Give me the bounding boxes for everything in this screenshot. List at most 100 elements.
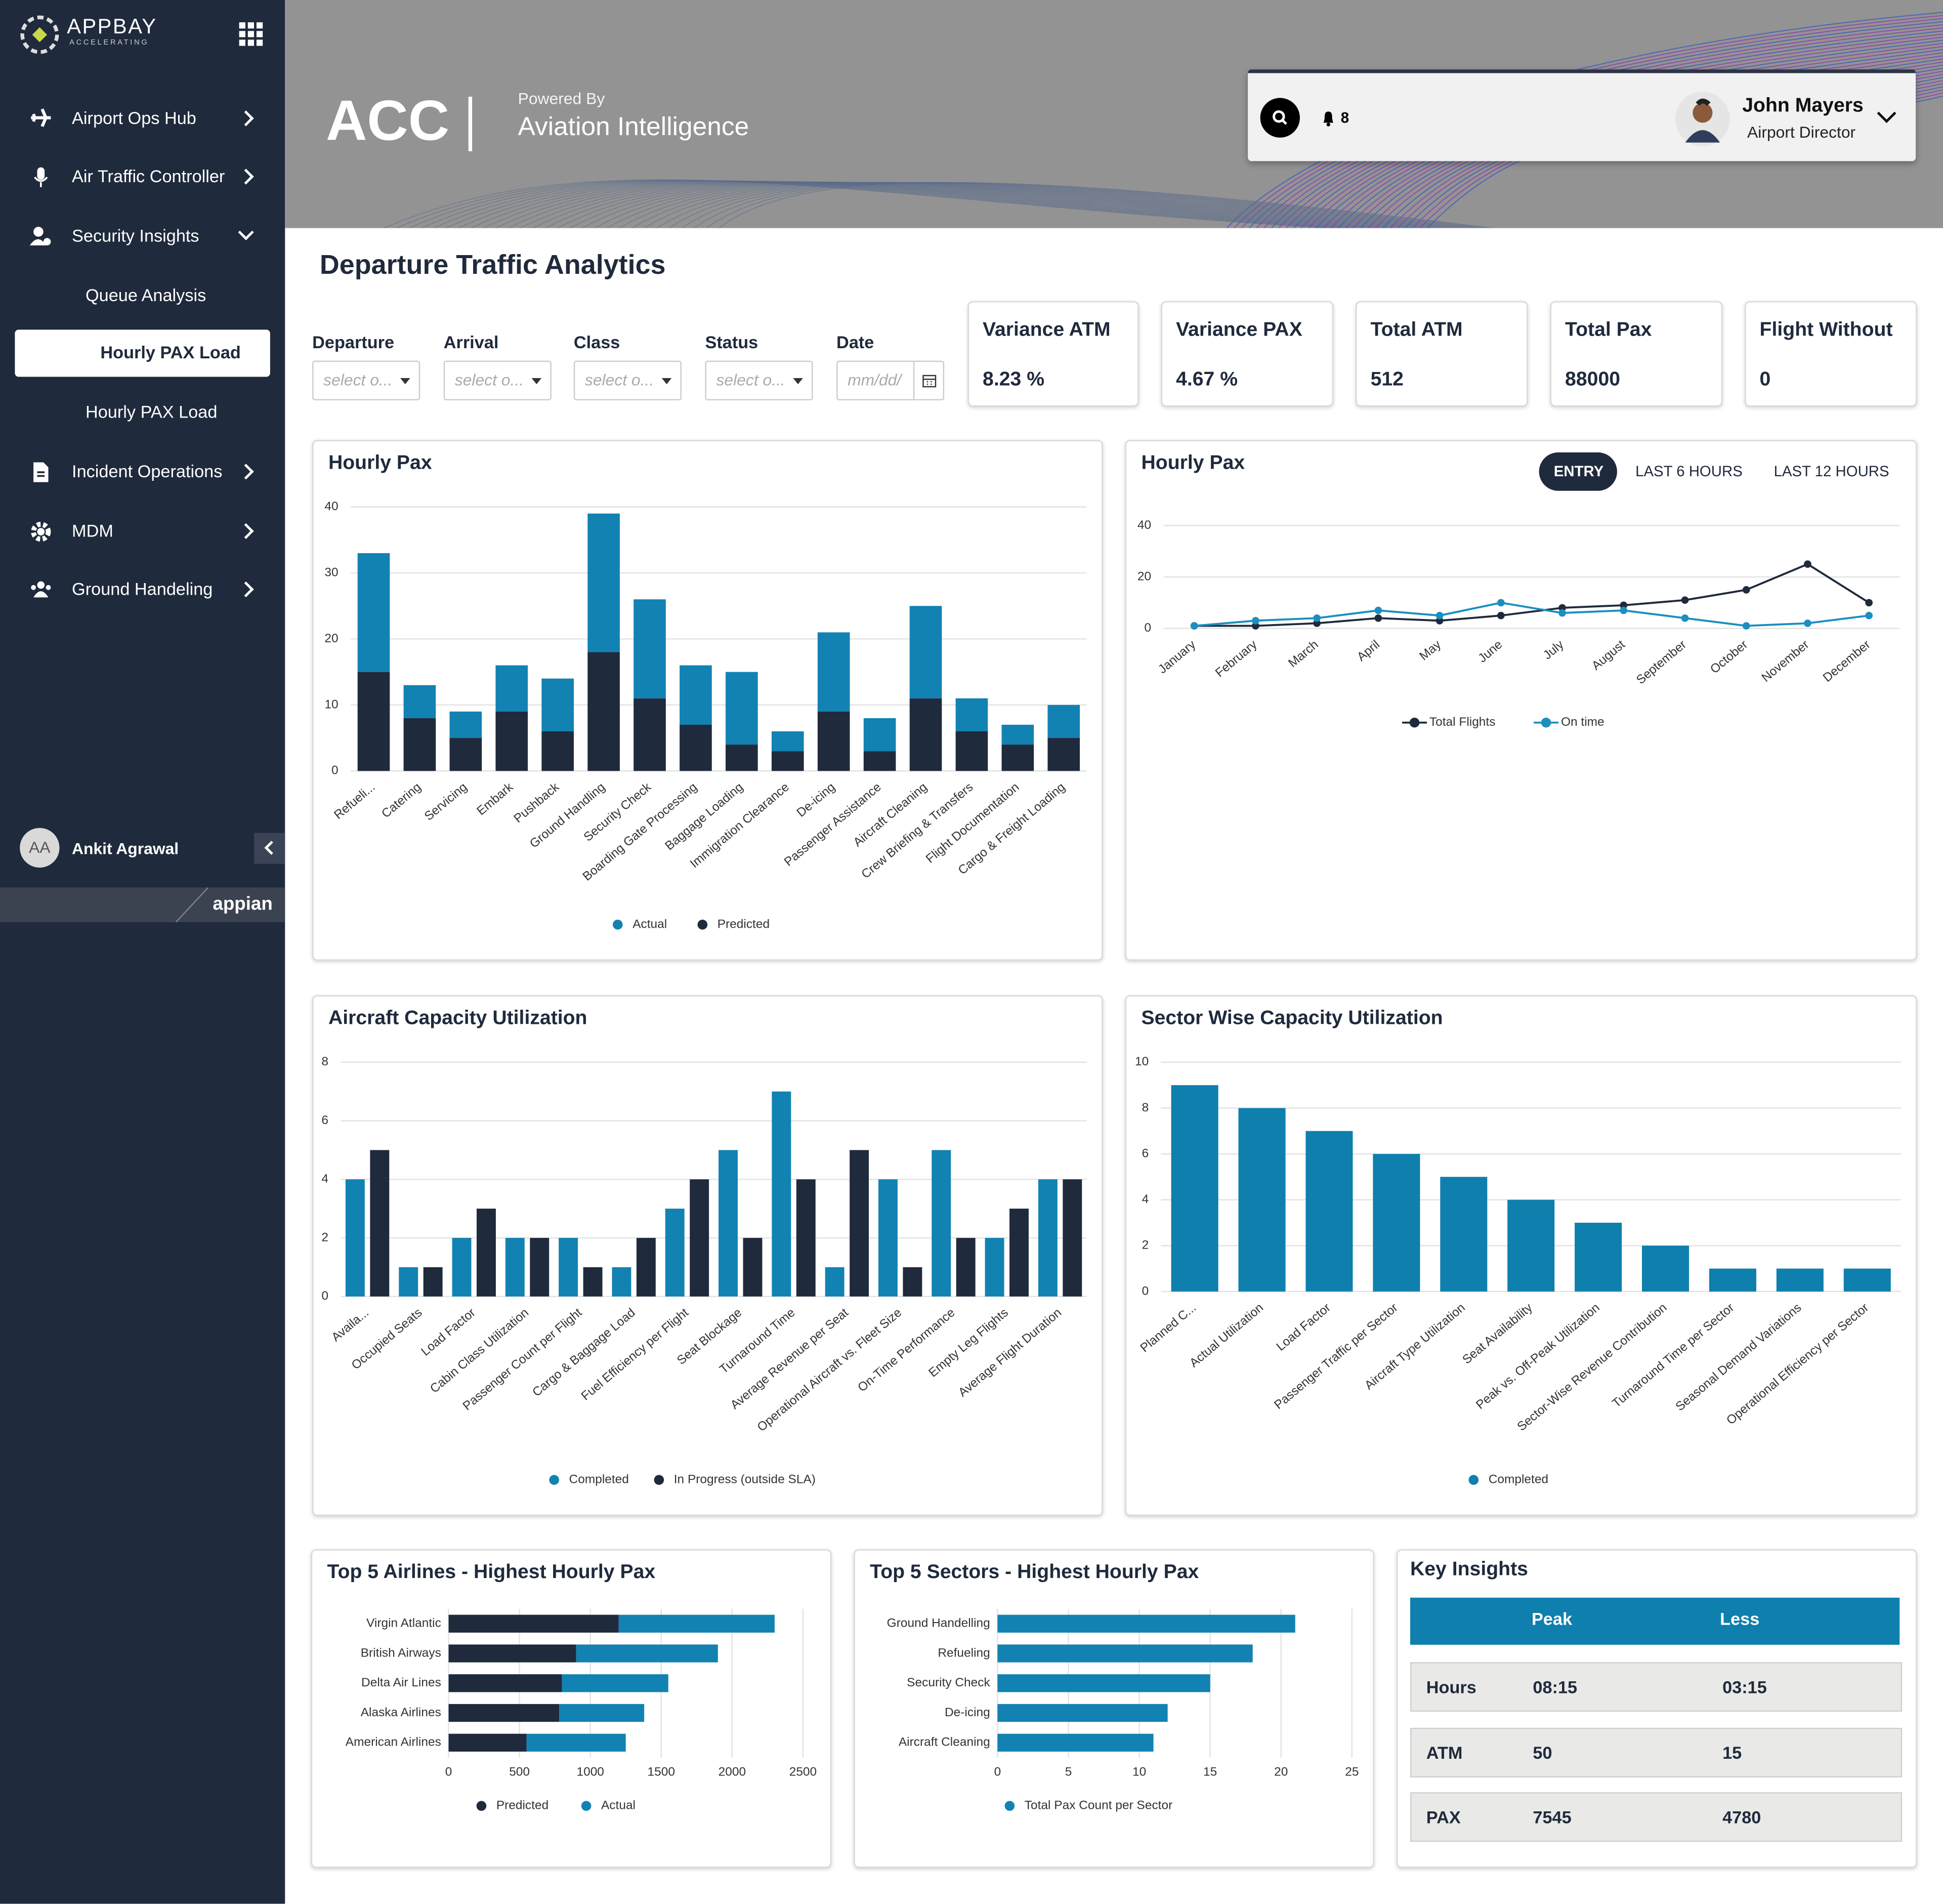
point (1374, 614, 1382, 622)
user-role: Airport Director (1747, 122, 1856, 142)
y-tick-label: 8 (1142, 1101, 1149, 1114)
date-input[interactable]: mm/dd/ (836, 360, 945, 401)
logo-text: APPBAY (67, 15, 157, 38)
filter-placeholder: select o... (716, 370, 785, 389)
tab[interactable]: LAST 6 HOURS (1635, 463, 1743, 480)
bar (680, 724, 712, 771)
logo-icon (20, 15, 59, 54)
bar (932, 1150, 951, 1297)
bar (357, 553, 390, 672)
bar (1171, 1085, 1218, 1292)
point (1497, 599, 1505, 607)
chevron (238, 581, 254, 598)
tab[interactable]: LAST 12 HOURS (1774, 463, 1889, 480)
x-tick-label: Cargo & Baggage Load (530, 1306, 638, 1399)
chart-title: Hourly Pax (1142, 451, 1245, 473)
bar (448, 1615, 619, 1633)
bar (1373, 1154, 1420, 1292)
point (1865, 599, 1873, 607)
bar (1047, 705, 1080, 738)
nav-subitem[interactable]: Hourly PAX Load (0, 389, 285, 434)
legend-label: Predicted (717, 917, 770, 931)
nav-item[interactable]: Airport Ops Hub (0, 96, 285, 140)
legend-swatch (1468, 1475, 1479, 1485)
x-tick-label: Turnaround Time per Sector (1610, 1301, 1737, 1411)
bar (680, 665, 712, 725)
legend-label: Total Flights (1429, 715, 1496, 729)
bar (997, 1704, 1168, 1722)
legend-label: Total Pax Count per Sector (1025, 1799, 1172, 1812)
bar (719, 1150, 738, 1297)
tab-active-bg[interactable] (1539, 452, 1617, 491)
chart: Sector Wise Capacity Utilization 0 2 4 6 8 10 P… (1135, 1007, 1901, 1486)
legend-swatch (654, 1475, 664, 1485)
point (1804, 560, 1811, 568)
nav-item[interactable]: Ground Handeling (0, 566, 285, 611)
legend-label: Completed (1489, 1473, 1548, 1486)
filter-label: Status (705, 332, 758, 352)
date-placeholder: mm/dd/ (848, 370, 902, 389)
user-dropdown[interactable] (1877, 104, 1896, 123)
kpi-label: Variance PAX (1176, 319, 1302, 341)
kpi-card: Variance PAX 4.67 % (1161, 301, 1334, 407)
page-title: Departure Traffic Analytics (319, 249, 666, 280)
bar (345, 1179, 365, 1297)
x-tick-label: 20 (1274, 1765, 1288, 1779)
legend-swatch (697, 920, 708, 930)
y-tick-label: 0 (1144, 621, 1151, 635)
bar (495, 665, 528, 712)
x-tick-label: 2000 (719, 1765, 746, 1779)
chart-title: Hourly Pax (328, 451, 432, 473)
search-button[interactable] (1260, 98, 1300, 138)
nav-subitem[interactable]: Queue Analysis (0, 273, 285, 317)
nav-item[interactable]: Security Insights (0, 213, 285, 258)
filter-select[interactable]: select o... (443, 360, 552, 401)
bar (1776, 1268, 1824, 1292)
point (1620, 606, 1628, 614)
nav-label: Hourly PAX Load A... (100, 342, 241, 407)
tab[interactable]: ENTRY (1554, 463, 1604, 480)
x-tick-label: Seasonal Demand Variations (1673, 1301, 1804, 1414)
x-tick-label: Embark (474, 780, 516, 818)
point (1374, 606, 1382, 614)
nav-icon (31, 108, 51, 128)
nav-item[interactable]: Air Traffic Controller (0, 154, 285, 198)
filter-select[interactable]: select o... (705, 360, 813, 401)
nav-subitem-active[interactable]: Hourly PAX Load A... (15, 329, 270, 406)
point (1558, 604, 1566, 612)
bell-icon[interactable] (1321, 110, 1336, 127)
bar (541, 731, 574, 771)
x-tick-label: On-Time Performance (855, 1306, 957, 1395)
nav-icon (31, 581, 51, 598)
x-tick-label: Refueli... (331, 780, 377, 822)
legend-label: Predicted (496, 1799, 548, 1812)
x-tick-label: 15 (1203, 1765, 1217, 1779)
filter-select[interactable]: select o... (312, 360, 420, 401)
collapse-button[interactable] (254, 833, 285, 864)
bar (726, 672, 758, 745)
y-tick-label: 0 (331, 764, 339, 777)
nav-item[interactable]: MDM (0, 508, 285, 553)
filter-select[interactable]: select o... (573, 360, 682, 401)
kpi-card: Total ATM 512 (1356, 301, 1528, 407)
x-tick-label: September (1634, 638, 1689, 687)
nav-item[interactable]: Incident Operations (0, 449, 285, 493)
chart: Hourly Pax 0 10 20 30 40 Refueli... CateringSer… (324, 451, 1087, 931)
nav-icon (34, 167, 48, 187)
caret (793, 378, 803, 385)
sidebar: APPBAY ACCELERATING Airport Ops Hub Air … (0, 0, 285, 1904)
x-tick-label: Operational Efficiency per Sector (1724, 1301, 1871, 1427)
insights-cell: ATM (1426, 1743, 1463, 1763)
calendar-button[interactable] (913, 362, 944, 399)
y-tick-label: Ground Handelling (887, 1617, 990, 1630)
nav-icon (31, 522, 51, 542)
apps-grid-icon[interactable] (238, 21, 265, 49)
bar (587, 513, 620, 652)
y-tick-label: 0 (1142, 1284, 1149, 1298)
point (1681, 614, 1689, 622)
filter-label: Class (573, 332, 620, 352)
insights-row: ATM 50 15 (1410, 1727, 1903, 1777)
insights-cell: 4780 (1722, 1807, 1761, 1827)
nav-label: MDM (72, 520, 113, 541)
chevron (264, 841, 279, 855)
